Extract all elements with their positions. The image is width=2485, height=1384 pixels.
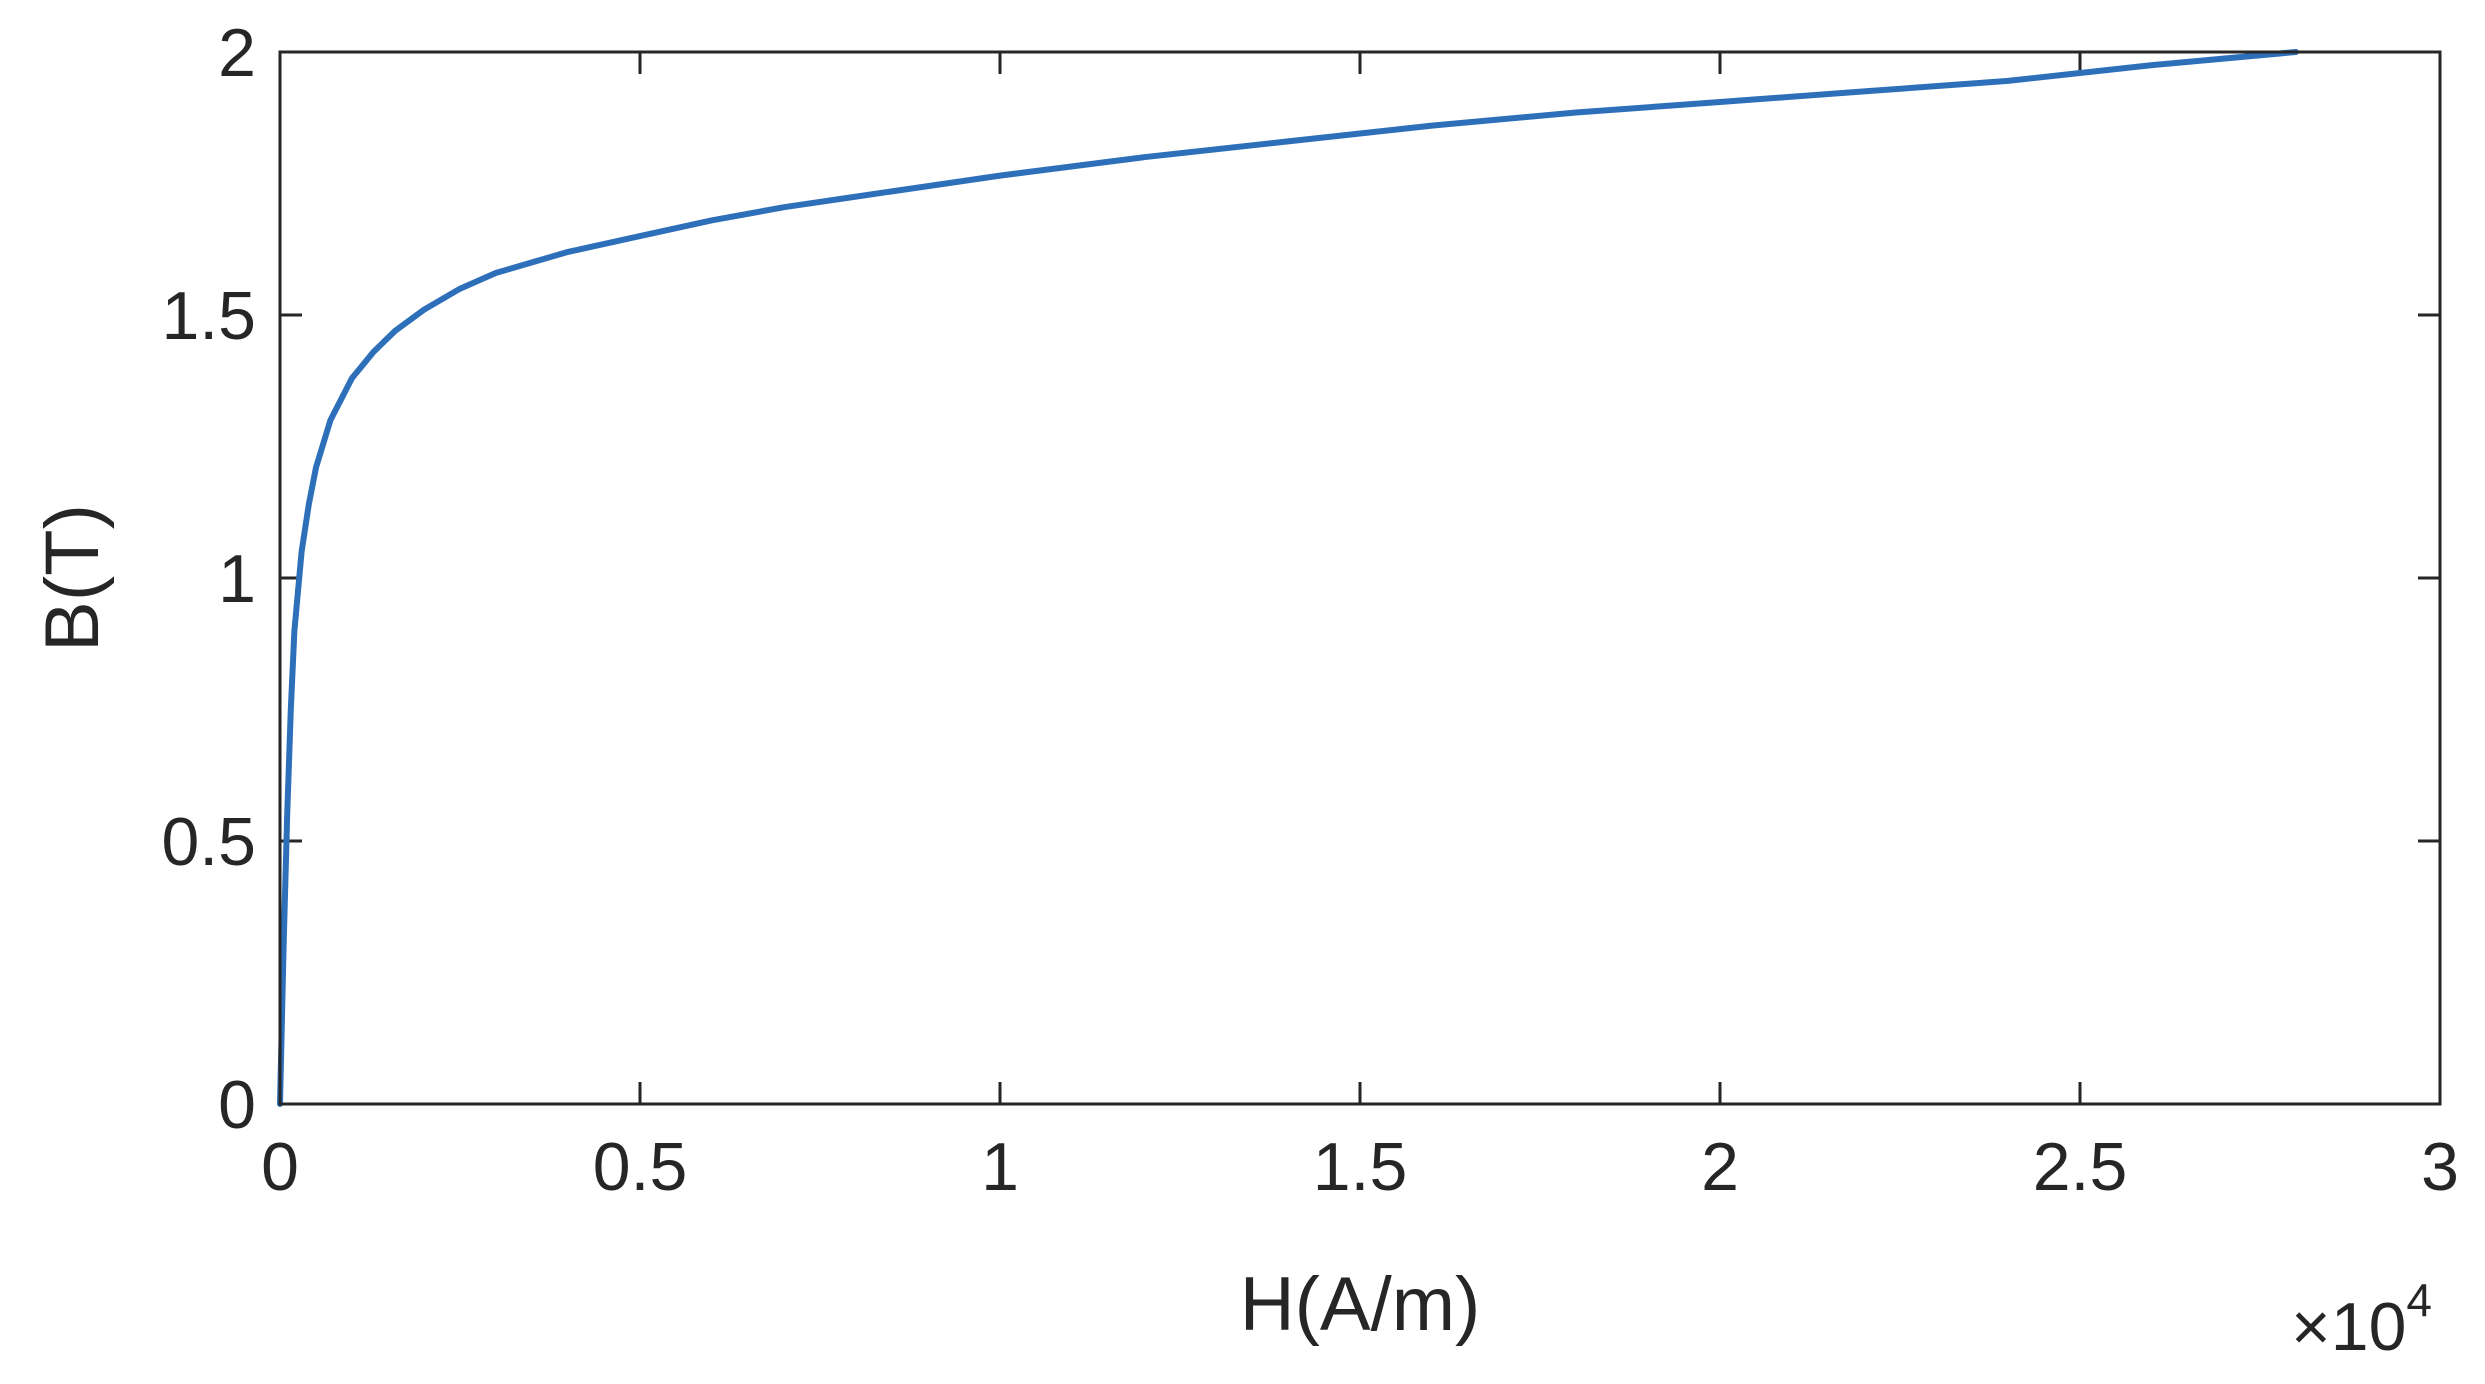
x-tick-label-3: 1.5	[1313, 1129, 1408, 1205]
y-tick-label-3: 1.5	[161, 278, 256, 354]
x-tick-label-2: 1	[981, 1129, 1019, 1205]
series-line	[277, 49, 2299, 1107]
y-tick-label-4: 2	[218, 15, 256, 91]
x-axis-label: H(A/m)	[1240, 1262, 1481, 1347]
y-tick-label-1: 0.5	[161, 804, 256, 880]
x-tick-label-5: 2.5	[2033, 1129, 2128, 1205]
x-axis-ticks: 0 0.5 1 1.5 2 2.5 3	[261, 52, 2459, 1205]
y-tick-label-2: 1	[218, 541, 256, 617]
x-tick-label-6: 3	[2421, 1129, 2459, 1205]
y-tick-label-0: 0	[218, 1067, 256, 1143]
y-axis-ticks: 0 0.5 1 1.5 2	[161, 15, 2440, 1143]
x-tick-label-0: 0	[261, 1129, 299, 1205]
x-tick-label-1: 0.5	[593, 1129, 688, 1205]
x-multiplier-base: ×10	[2291, 1289, 2406, 1365]
x-multiplier-exponent: 4	[2406, 1274, 2432, 1326]
plot-area-frame	[278, 50, 2442, 1106]
y-axis-label: B(T)	[30, 504, 115, 652]
x-axis-multiplier: ×104	[2291, 1274, 2432, 1365]
x-tick-label-4: 2	[1701, 1129, 1739, 1205]
